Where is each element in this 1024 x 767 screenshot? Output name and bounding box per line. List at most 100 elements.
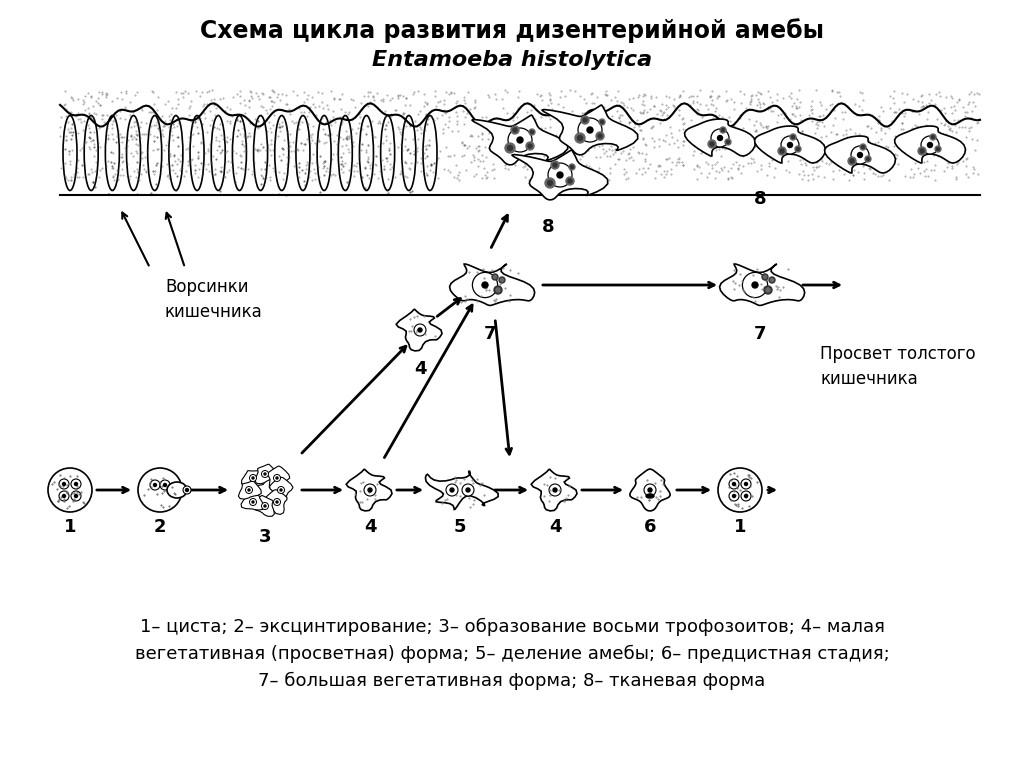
Circle shape bbox=[505, 143, 515, 153]
Circle shape bbox=[766, 288, 770, 292]
Ellipse shape bbox=[296, 116, 310, 190]
Text: Ворсинки
кишечника: Ворсинки кишечника bbox=[165, 278, 263, 321]
Circle shape bbox=[860, 144, 866, 150]
Circle shape bbox=[528, 144, 532, 148]
Circle shape bbox=[48, 468, 92, 512]
Polygon shape bbox=[895, 126, 966, 163]
Circle shape bbox=[921, 136, 939, 154]
Circle shape bbox=[566, 177, 574, 185]
Polygon shape bbox=[531, 469, 577, 511]
Circle shape bbox=[183, 486, 191, 494]
Text: Entamoeba histolytica: Entamoeba histolytica bbox=[372, 50, 652, 70]
Polygon shape bbox=[267, 466, 290, 490]
Circle shape bbox=[530, 130, 534, 133]
Circle shape bbox=[797, 147, 800, 150]
Circle shape bbox=[865, 156, 871, 162]
Circle shape bbox=[741, 491, 751, 501]
Ellipse shape bbox=[190, 116, 204, 190]
Polygon shape bbox=[542, 105, 638, 155]
Circle shape bbox=[368, 488, 372, 492]
Circle shape bbox=[920, 149, 924, 153]
Text: 1: 1 bbox=[734, 518, 746, 536]
Circle shape bbox=[276, 501, 278, 503]
Ellipse shape bbox=[105, 116, 120, 190]
Circle shape bbox=[280, 489, 282, 491]
Text: Схема цикла развития дизентерийной амебы: Схема цикла развития дизентерийной амебы bbox=[200, 18, 824, 43]
Circle shape bbox=[935, 146, 941, 152]
Circle shape bbox=[273, 499, 281, 505]
Polygon shape bbox=[824, 136, 895, 173]
Circle shape bbox=[185, 489, 188, 492]
Ellipse shape bbox=[274, 116, 289, 190]
Circle shape bbox=[744, 495, 748, 498]
Circle shape bbox=[494, 275, 497, 278]
Circle shape bbox=[276, 477, 278, 479]
Circle shape bbox=[780, 149, 784, 153]
Circle shape bbox=[578, 118, 602, 142]
Text: 2: 2 bbox=[154, 518, 166, 536]
Circle shape bbox=[62, 482, 66, 486]
Text: 7: 7 bbox=[483, 325, 497, 343]
Circle shape bbox=[252, 501, 254, 503]
Circle shape bbox=[851, 146, 869, 164]
Circle shape bbox=[575, 133, 585, 143]
Circle shape bbox=[450, 488, 454, 492]
Polygon shape bbox=[396, 309, 442, 351]
Circle shape bbox=[150, 480, 160, 490]
Ellipse shape bbox=[401, 116, 416, 190]
Circle shape bbox=[778, 147, 786, 155]
Circle shape bbox=[496, 288, 500, 292]
Circle shape bbox=[154, 483, 157, 486]
Text: 3: 3 bbox=[259, 528, 271, 546]
Text: 1: 1 bbox=[63, 518, 76, 536]
Polygon shape bbox=[630, 469, 670, 511]
Ellipse shape bbox=[423, 116, 437, 190]
Circle shape bbox=[752, 282, 758, 288]
Circle shape bbox=[708, 140, 716, 148]
Circle shape bbox=[138, 468, 182, 512]
Circle shape bbox=[273, 475, 281, 482]
Circle shape bbox=[551, 161, 559, 169]
Circle shape bbox=[732, 495, 735, 498]
Polygon shape bbox=[252, 495, 274, 516]
Circle shape bbox=[711, 129, 729, 147]
Ellipse shape bbox=[381, 116, 394, 190]
Circle shape bbox=[718, 468, 762, 512]
Circle shape bbox=[501, 278, 504, 281]
Polygon shape bbox=[685, 119, 756, 156]
Circle shape bbox=[160, 480, 170, 490]
Polygon shape bbox=[255, 464, 278, 484]
Ellipse shape bbox=[127, 116, 140, 190]
Circle shape bbox=[741, 479, 751, 489]
Polygon shape bbox=[720, 264, 805, 305]
Circle shape bbox=[462, 484, 474, 496]
Circle shape bbox=[578, 136, 583, 140]
Ellipse shape bbox=[63, 116, 77, 190]
Ellipse shape bbox=[147, 116, 162, 190]
Polygon shape bbox=[269, 477, 293, 503]
Circle shape bbox=[770, 278, 773, 281]
Polygon shape bbox=[425, 471, 498, 509]
Circle shape bbox=[548, 180, 553, 186]
Circle shape bbox=[557, 172, 563, 178]
Ellipse shape bbox=[359, 116, 374, 190]
Text: 1– циста; 2– эксцинтирование; 3– образование восьми трофозоитов; 4– малая
вегета: 1– циста; 2– эксцинтирование; 3– образов… bbox=[134, 618, 890, 690]
Circle shape bbox=[75, 495, 78, 498]
Text: 8: 8 bbox=[754, 190, 766, 208]
Circle shape bbox=[62, 495, 66, 498]
Circle shape bbox=[508, 128, 532, 152]
Circle shape bbox=[418, 328, 422, 332]
Circle shape bbox=[722, 129, 725, 131]
Circle shape bbox=[790, 134, 796, 140]
Ellipse shape bbox=[211, 116, 225, 190]
Circle shape bbox=[861, 146, 864, 149]
Circle shape bbox=[549, 484, 561, 496]
Polygon shape bbox=[264, 490, 287, 515]
Circle shape bbox=[744, 482, 748, 486]
Circle shape bbox=[446, 484, 458, 496]
Polygon shape bbox=[241, 494, 264, 510]
Circle shape bbox=[583, 118, 587, 122]
Circle shape bbox=[494, 286, 502, 294]
Circle shape bbox=[792, 136, 795, 139]
Circle shape bbox=[866, 157, 869, 160]
